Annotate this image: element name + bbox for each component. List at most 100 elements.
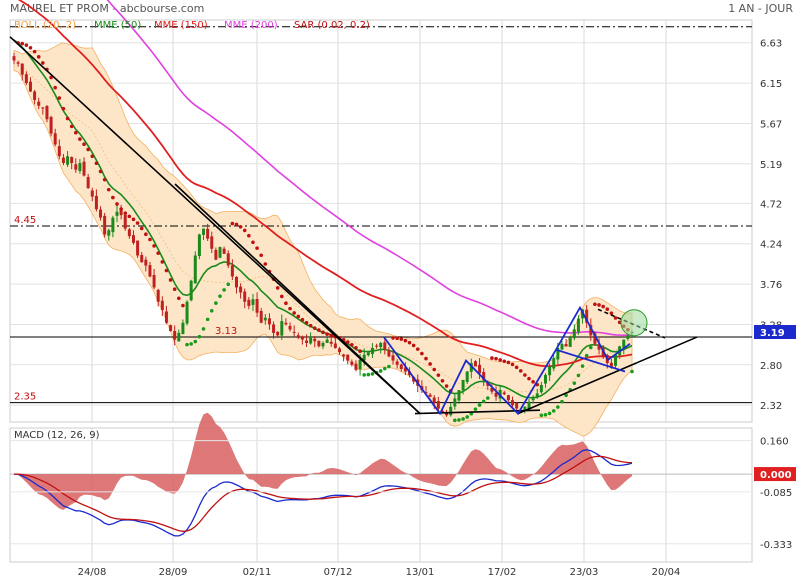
candle-body — [115, 211, 119, 216]
sar-dot — [481, 399, 486, 404]
sar-dot — [551, 409, 556, 413]
candle-body — [358, 359, 362, 370]
sar-dot — [296, 314, 301, 319]
candle-body — [288, 325, 292, 330]
price-axis: 6.636.155.675.194.724.243.763.282.802.32… — [754, 39, 796, 412]
candle-body — [342, 354, 346, 357]
candle-body — [193, 255, 197, 284]
candle-body — [395, 361, 399, 365]
candle-body — [486, 382, 490, 386]
candle-body — [622, 339, 626, 348]
candle-body — [82, 161, 86, 176]
price-tick-label: 3.76 — [760, 280, 782, 291]
sar-dot — [391, 336, 395, 340]
candle-body — [576, 318, 580, 332]
sar-dot — [514, 365, 519, 370]
sar-dot — [556, 405, 560, 409]
macd-tick-label: -0.085 — [760, 488, 792, 499]
sar-dot — [288, 306, 292, 311]
candle-body — [478, 364, 482, 374]
sar-dot — [148, 237, 152, 242]
sar-dot — [234, 222, 239, 227]
candle-body — [494, 392, 498, 397]
candle-body — [90, 190, 94, 197]
sar-dot — [589, 345, 593, 350]
candle-body — [259, 311, 263, 323]
sar-dot — [119, 207, 123, 211]
candle-body — [202, 228, 206, 235]
sar-dot — [90, 154, 95, 159]
sar-dot — [325, 332, 329, 336]
candle-body — [597, 344, 601, 350]
sar-dot — [564, 393, 568, 398]
last-price-value: 3.19 — [760, 328, 785, 339]
candle-body — [189, 280, 193, 301]
sar-dot — [94, 161, 99, 166]
sar-dot — [308, 323, 313, 328]
candle-body — [527, 401, 531, 409]
sar-dot — [457, 418, 461, 422]
sar-dot — [440, 379, 445, 383]
candle-body — [247, 299, 251, 306]
sar-dot — [131, 217, 136, 222]
sar-dot — [383, 366, 387, 371]
sar-dot — [201, 327, 206, 331]
price-tick-label: 4.72 — [760, 199, 782, 210]
candle-body — [403, 367, 407, 372]
level-label: 4.45 — [14, 215, 36, 226]
sar-dot — [354, 345, 358, 350]
macd-title: MACD (12, 26, 9) — [14, 430, 100, 441]
candle-body — [626, 335, 630, 339]
sar-dot — [465, 415, 470, 419]
sar-dot — [420, 351, 424, 356]
sar-dot — [494, 356, 498, 361]
period-label: 1 AN - JOUR — [728, 2, 793, 15]
candle-body — [539, 384, 543, 393]
sar-dot — [411, 343, 416, 348]
trend-lines — [9, 36, 698, 416]
candle-body — [173, 330, 177, 340]
sar-dot — [378, 369, 383, 373]
price-tick-label: 2.80 — [760, 361, 782, 372]
sar-dot — [28, 45, 33, 50]
candle-body — [119, 209, 123, 216]
sar-dot — [32, 49, 37, 54]
macd-panel: MACD (12, 26, 9) 0.160 -0.085 -0.333 0.000 — [10, 412, 796, 551]
candle-body — [111, 217, 115, 233]
sar-dot — [86, 147, 90, 152]
candle-body — [226, 253, 230, 266]
candle-body — [305, 340, 309, 343]
sar-dot — [490, 356, 494, 360]
candle-body — [94, 195, 98, 210]
sar-dot — [543, 412, 548, 417]
sar-dot — [111, 195, 115, 200]
sar-dot — [69, 124, 74, 129]
sar-dot — [407, 340, 412, 345]
sar-dot — [214, 301, 218, 305]
candle-body — [506, 395, 510, 401]
sar-dot — [366, 372, 371, 377]
sar-dot — [605, 307, 610, 312]
sar-dot — [115, 202, 119, 206]
legend-item: SAR (0.02, 0.2) — [294, 20, 370, 31]
highlight-marker — [620, 309, 648, 337]
candle-body — [267, 318, 271, 325]
price-tick-label: 4.24 — [760, 240, 782, 251]
sar-dot — [36, 55, 41, 59]
candle-body — [78, 162, 82, 172]
candle-body — [20, 63, 24, 75]
candle-body — [585, 309, 589, 323]
sar-dot — [432, 367, 437, 372]
sar-dot — [597, 303, 601, 307]
sar-dot — [292, 311, 296, 315]
sar-dot — [230, 221, 235, 226]
candle-body — [28, 81, 32, 92]
pattern-lines — [383, 305, 631, 416]
candle-body — [103, 215, 107, 235]
candle-body — [284, 322, 288, 325]
price-tick-label: 5.67 — [760, 119, 782, 130]
sar-dot — [601, 304, 605, 309]
sar-dot — [164, 268, 169, 273]
candle-body — [440, 410, 444, 412]
